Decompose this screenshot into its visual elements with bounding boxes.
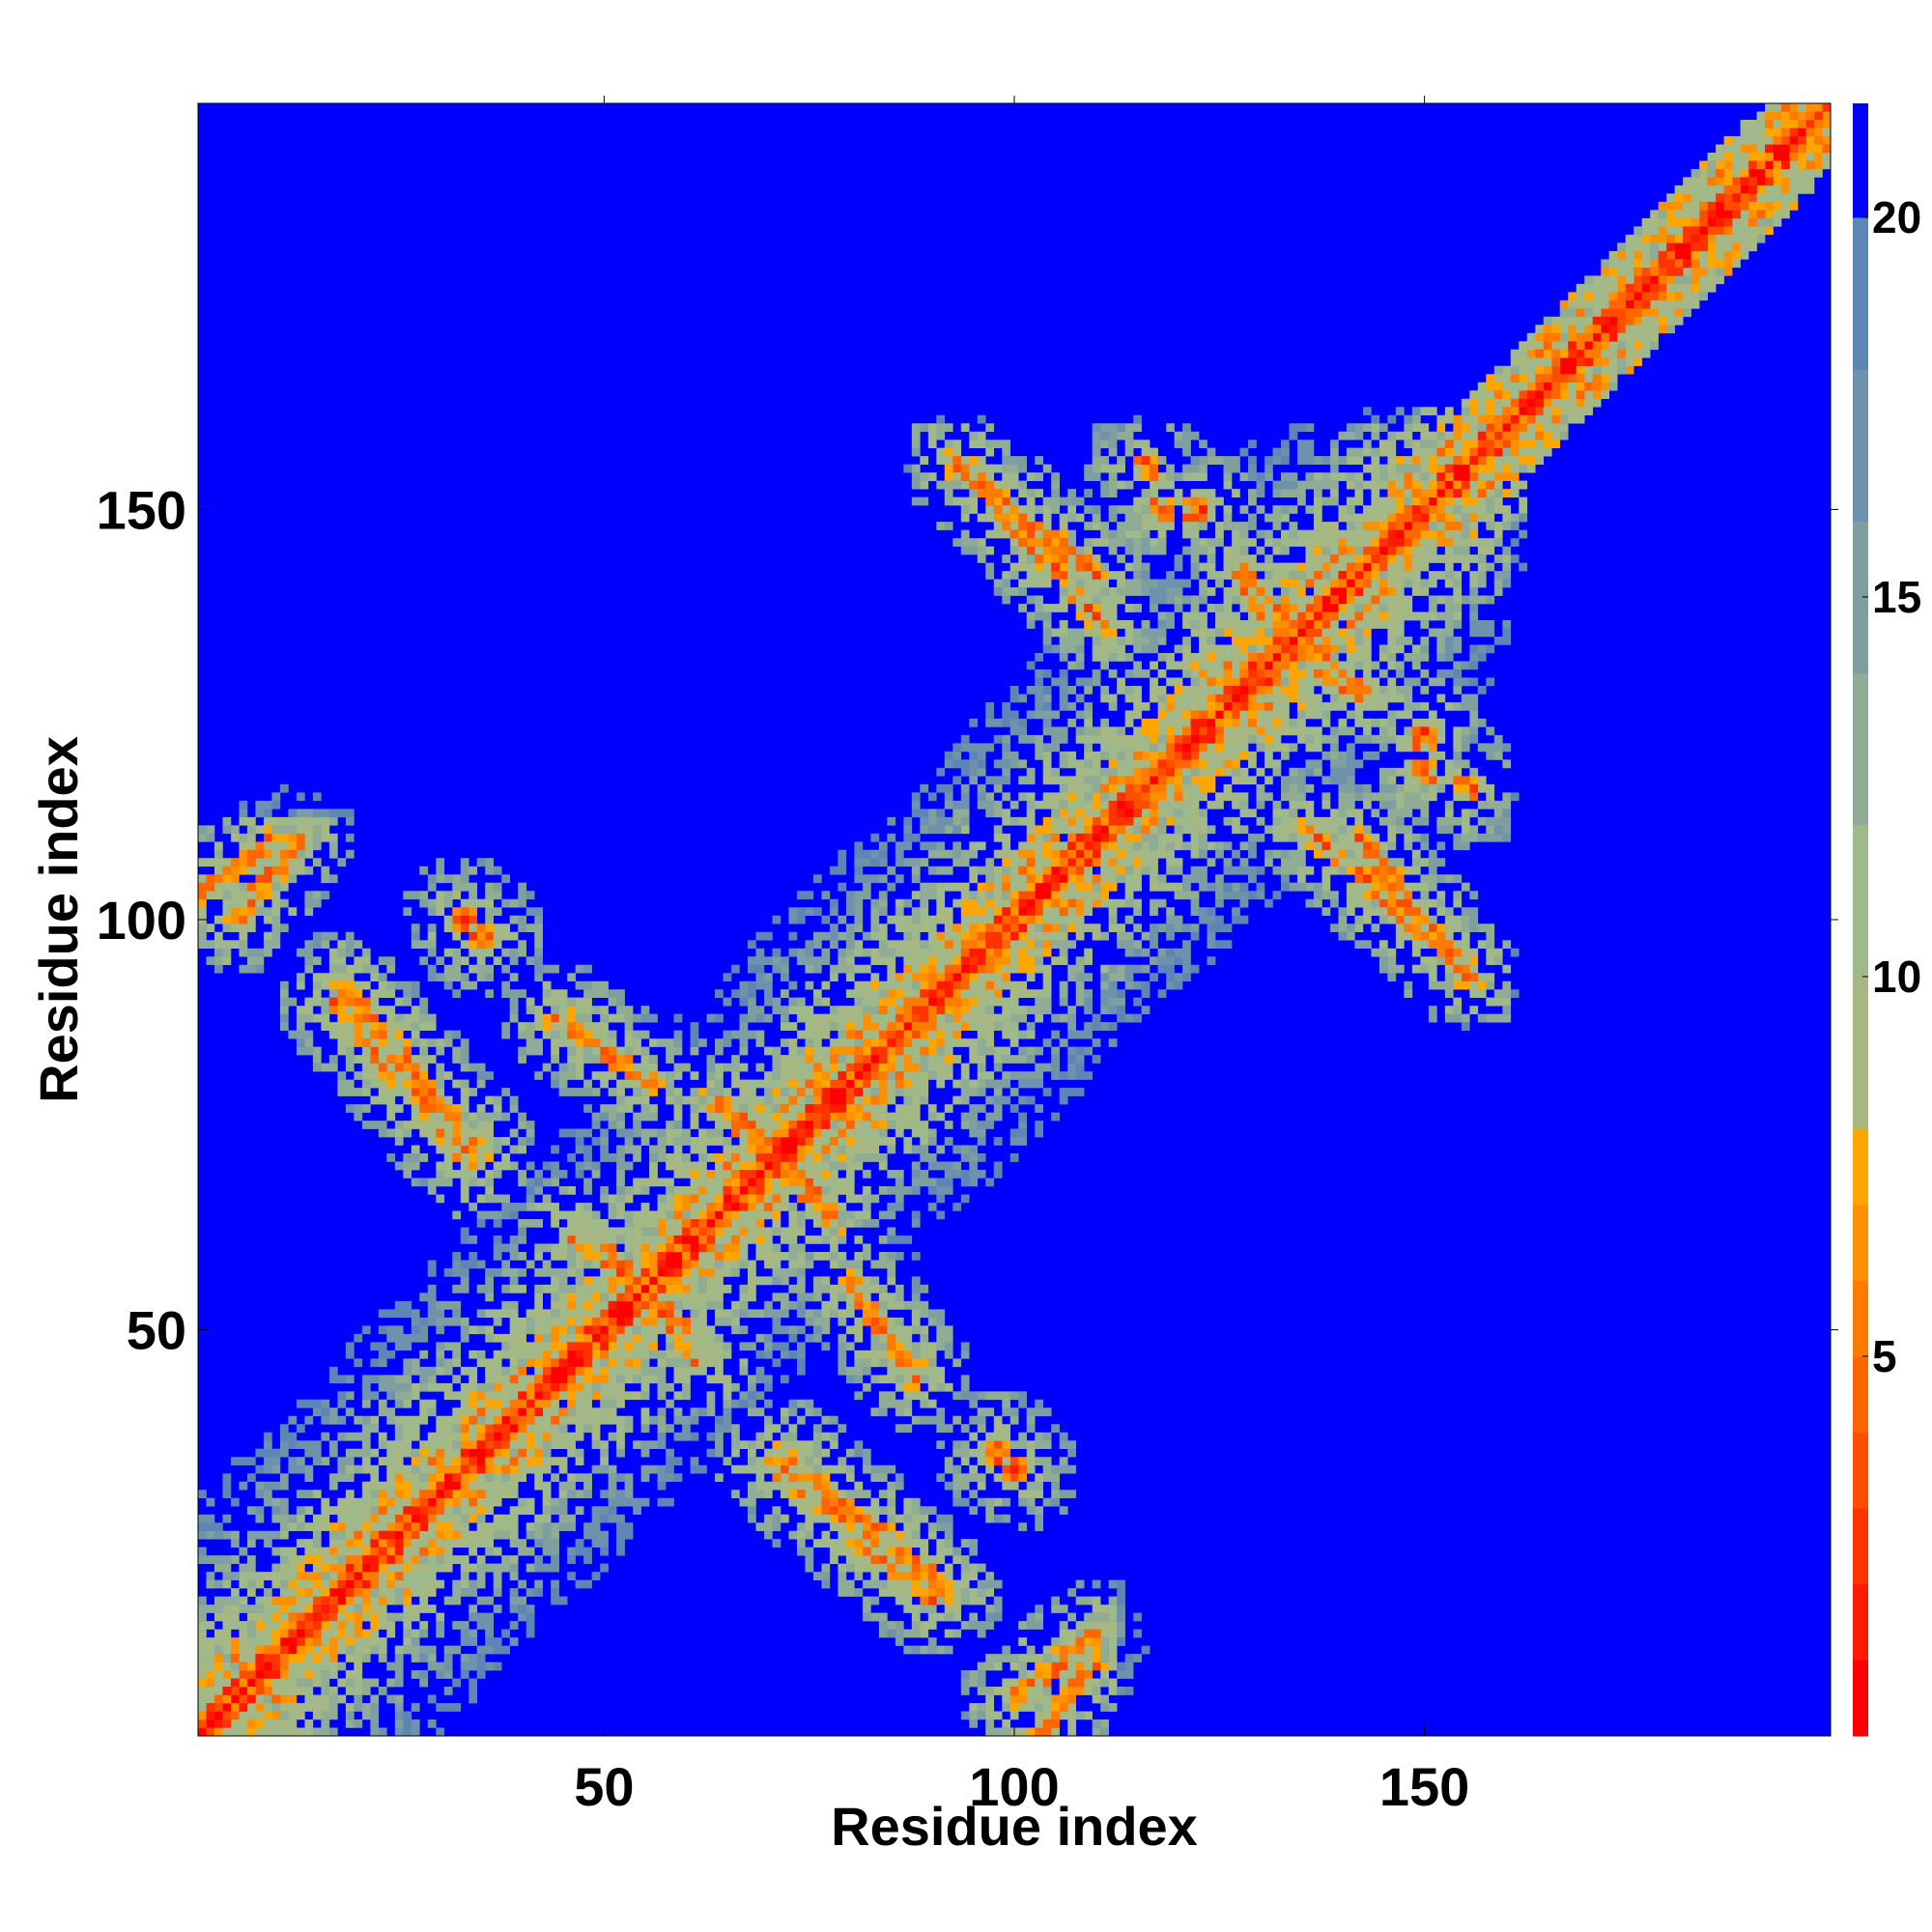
colorbar-segment [1853,672,1868,826]
heatmap-cells [198,103,1832,1737]
y-tick-label: 150 [97,479,186,540]
colorbar-segment [1853,824,1868,978]
colorbar-segment [1853,976,1868,1129]
colorbar-tick-label: 10 [1872,952,1921,1002]
colorbar-segment [1853,1355,1868,1434]
y-tick-label: 100 [97,890,186,951]
x-tick-label: 100 [969,1756,1059,1817]
colorbar-segment [1853,1204,1868,1281]
x-axis-title: Residue index [831,1796,1198,1857]
colorbar-segment [1853,1508,1868,1585]
colorbar-segment [1853,216,1868,370]
colorbar-segment [1853,369,1868,522]
colorbar-tick-label: 15 [1872,572,1921,622]
y-axis-ticks: 50 100 150 [97,479,1838,1361]
colorbar-tick-label: 20 [1872,192,1921,242]
colorbar-segment [1853,1128,1868,1206]
x-tick-label: 150 [1379,1756,1469,1817]
colorbar-tick-label: 5 [1872,1331,1897,1381]
colorbar-segment [1853,1280,1868,1357]
colorbar-segment [1853,1660,1868,1737]
colorbar: 5 10 15 20 [1853,103,1921,1737]
colorbar-segment [1853,521,1868,674]
y-axis-title: Residue index [28,736,89,1103]
x-axis-ticks: 50 100 150 [574,96,1469,1817]
heatmap-cell-group [206,103,1832,1728]
heatmap-cell-group [206,144,1790,1728]
y-tick-label: 50 [127,1300,186,1361]
x-tick-label: 50 [574,1756,634,1817]
colorbar-segment [1853,1583,1868,1661]
colorbar-segment [1853,1432,1868,1509]
colorbar-segment [1853,103,1868,218]
